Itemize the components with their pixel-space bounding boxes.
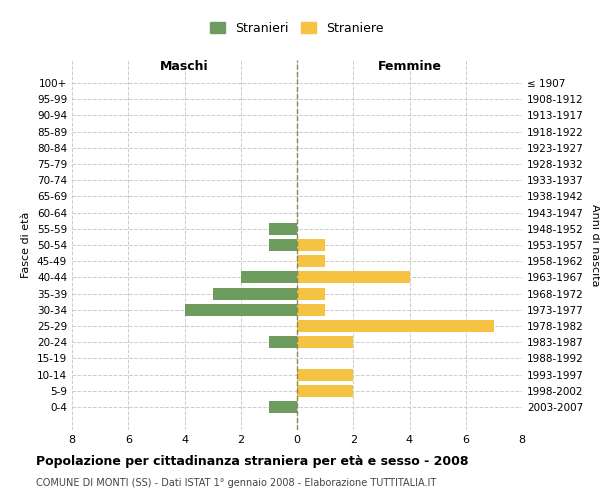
Text: Popolazione per cittadinanza straniera per età e sesso - 2008: Popolazione per cittadinanza straniera p… [36, 455, 469, 468]
Bar [269, 401, 297, 413]
Bar [269, 222, 297, 235]
Bar [269, 239, 297, 251]
Bar [297, 336, 353, 348]
Legend: Stranieri, Straniere: Stranieri, Straniere [206, 18, 388, 38]
Bar [297, 368, 353, 381]
Y-axis label: Anni di nascita: Anni di nascita [590, 204, 600, 286]
Bar [241, 272, 297, 283]
Bar [269, 336, 297, 348]
Text: Femmine: Femmine [377, 60, 442, 73]
Bar [297, 255, 325, 268]
Y-axis label: Fasce di età: Fasce di età [22, 212, 31, 278]
Bar [297, 239, 325, 251]
Bar [297, 304, 325, 316]
Text: COMUNE DI MONTI (SS) - Dati ISTAT 1° gennaio 2008 - Elaborazione TUTTITALIA.IT: COMUNE DI MONTI (SS) - Dati ISTAT 1° gen… [36, 478, 436, 488]
Bar [297, 320, 494, 332]
Bar [185, 304, 297, 316]
Bar [297, 385, 353, 397]
Bar [212, 288, 297, 300]
Bar [297, 272, 409, 283]
Text: Maschi: Maschi [160, 60, 209, 73]
Bar [297, 288, 325, 300]
